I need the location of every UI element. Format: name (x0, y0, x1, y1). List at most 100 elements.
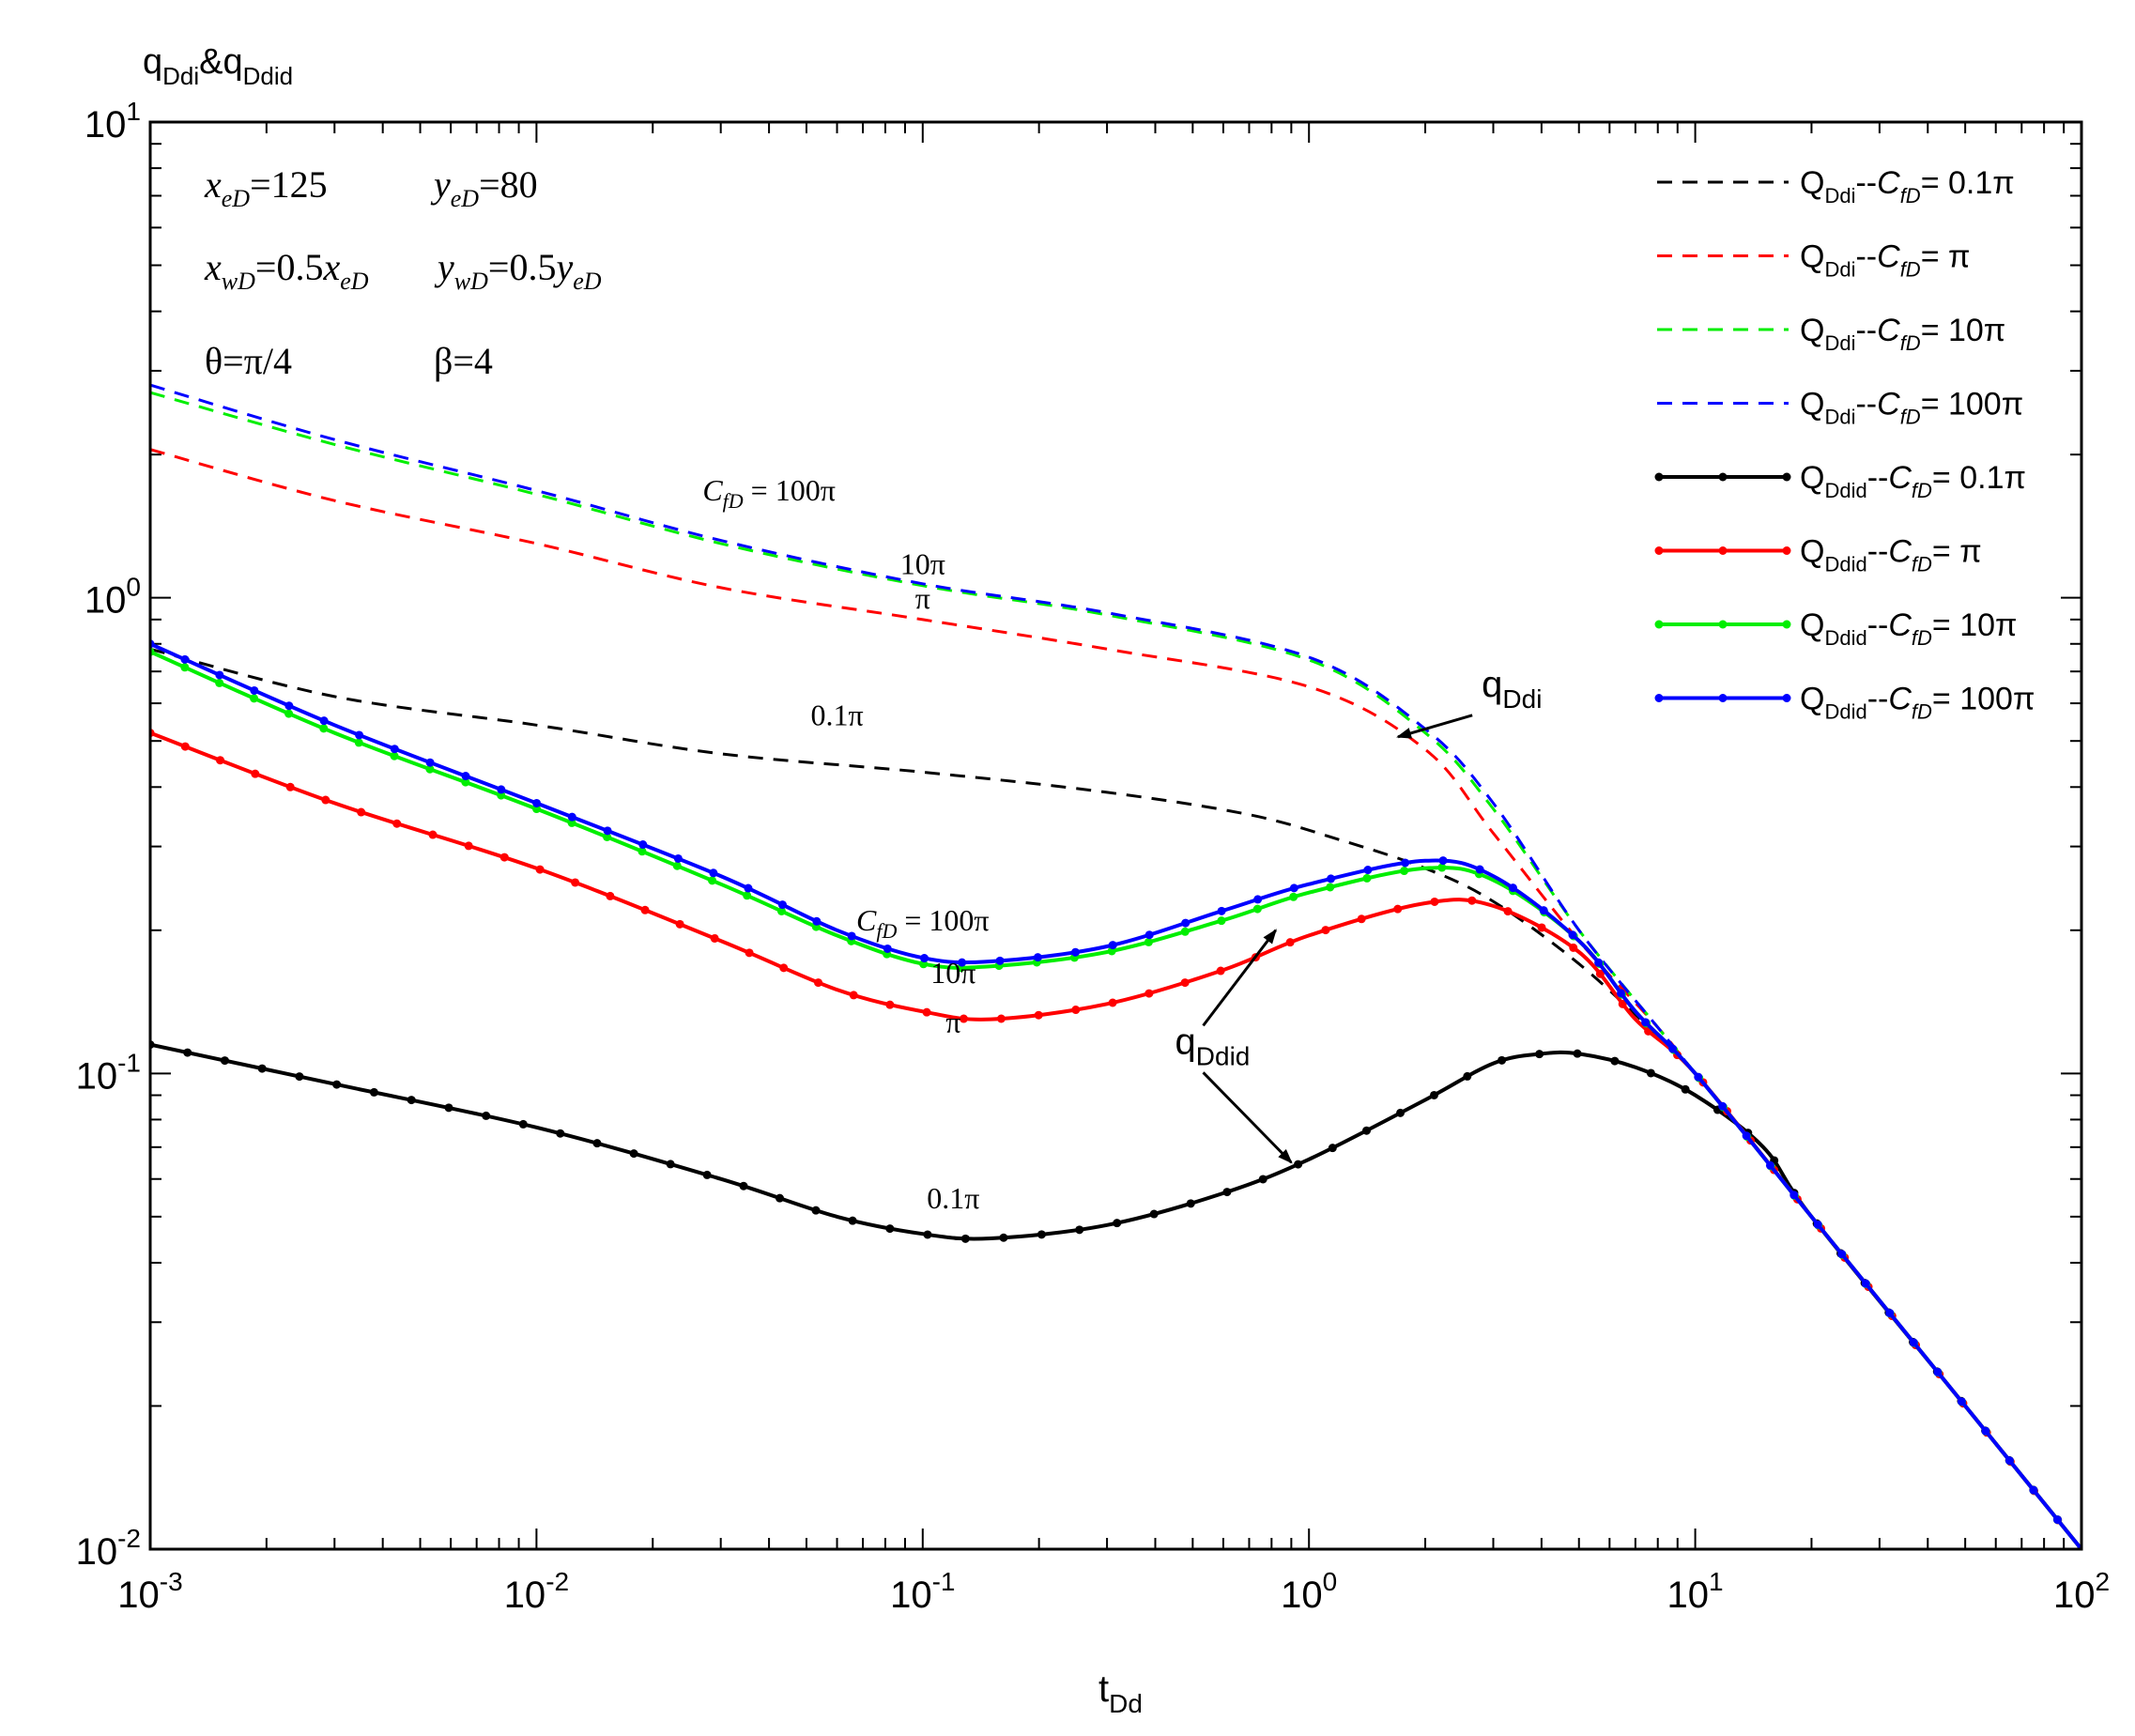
series-marker (1617, 989, 1626, 998)
legend-label: QDdid--CfD= 100π (1800, 682, 2035, 724)
series-marker (257, 1064, 267, 1073)
series-marker (1789, 1191, 1799, 1200)
series-marker (672, 861, 682, 870)
legend-label: QDdi--CfD= 100π (1800, 387, 2023, 429)
series-marker (295, 1072, 304, 1082)
callout-qddid-upper-label: qDdid (1175, 1021, 1251, 1070)
axis-ticks (149, 122, 2081, 1550)
series-line (150, 383, 2081, 1549)
series-marker (499, 853, 509, 862)
series-marker (1321, 926, 1330, 935)
series-marker (777, 900, 787, 910)
series-marker (592, 1139, 602, 1148)
annotation-pi-upper: π (915, 581, 930, 615)
series-marker (1401, 858, 1410, 868)
series-0 (150, 647, 2081, 1549)
series-marker (390, 751, 399, 760)
x-tick-label: 101 (1667, 1567, 1724, 1616)
series-marker (958, 958, 967, 967)
series-marker (1742, 1131, 1751, 1141)
series-marker (284, 709, 294, 718)
series-marker (1400, 867, 1409, 876)
y-tick-label: 10-2 (76, 1524, 141, 1573)
series-marker (464, 841, 473, 851)
annotation-cfd-100pi-lower: CfD = 100π (856, 903, 990, 943)
series-marker (745, 948, 754, 958)
param-xwd: xwD=0.5xeD (204, 246, 369, 295)
plot-frame (148, 120, 2083, 1551)
series-marker (1429, 1090, 1438, 1099)
series-marker (1180, 927, 1190, 936)
series-marker (220, 1056, 229, 1066)
series-marker (1362, 1126, 1372, 1135)
series-marker (1933, 1367, 1943, 1376)
series-marker (1475, 865, 1484, 874)
legend-marker (1654, 620, 1664, 629)
series-marker (216, 756, 225, 765)
series-marker (1861, 1279, 1870, 1288)
series-marker (215, 670, 224, 680)
series-marker (1216, 966, 1225, 976)
series-marker (849, 991, 858, 1000)
series-marker (1144, 930, 1154, 940)
series-marker (1363, 866, 1373, 875)
annotation-0.1pi-upper: 0.1π (810, 698, 863, 731)
series-marker (1393, 904, 1403, 914)
series-marker (1539, 906, 1548, 915)
series-marker (428, 830, 438, 839)
series-marker (1430, 897, 1439, 906)
series-marker (675, 919, 684, 929)
callout-qddid-lower-arrow (1202, 1071, 1293, 1164)
series-marker (355, 730, 364, 740)
series-marker (332, 1080, 342, 1089)
series-marker (811, 1206, 821, 1215)
series-marker (1181, 918, 1190, 928)
series-marker (1837, 1250, 1847, 1259)
series-line (150, 641, 2081, 1549)
legend-marker (1654, 472, 1664, 482)
series-marker (461, 777, 470, 787)
series-marker (1437, 863, 1447, 872)
series-marker (284, 701, 294, 711)
legend-marker (1782, 546, 1791, 555)
series-marker (1568, 930, 1577, 940)
series-marker (482, 1111, 491, 1120)
x-tick-label: 10-2 (504, 1567, 569, 1616)
series-marker (709, 868, 718, 878)
legend-marker (1654, 546, 1664, 555)
series-marker (1222, 1188, 1232, 1197)
series-marker (812, 916, 822, 926)
series-marker (1071, 1006, 1081, 1015)
legend-item-1: QDdi--CfD= π (1657, 239, 1970, 282)
series-marker (885, 1224, 895, 1234)
series-7 (150, 639, 2081, 1549)
series-marker (1328, 1144, 1337, 1153)
series-marker (1508, 883, 1517, 893)
series-marker (251, 769, 260, 778)
legend-label: QDdid--CfD= π (1800, 534, 1982, 576)
series-marker (1075, 1225, 1084, 1235)
series-marker (1813, 1220, 1822, 1229)
legend-marker (1718, 620, 1728, 629)
param-theta: θ=π/4 (205, 340, 292, 382)
series-marker (357, 807, 366, 817)
series-marker (2029, 1485, 2038, 1495)
series-marker (180, 742, 190, 751)
series-marker (708, 876, 717, 885)
series-marker (444, 1103, 453, 1113)
series-marker (425, 758, 435, 767)
series-marker (995, 956, 1005, 965)
series-marker (1694, 1072, 1703, 1082)
legend-item-6: QDdid--CfD= 10π (1654, 607, 2018, 650)
series-marker (180, 663, 190, 672)
series-marker (744, 883, 753, 893)
series-marker (321, 795, 330, 805)
series-marker (354, 738, 363, 747)
legend-label: QDdi--CfD= 10π (1800, 313, 2005, 355)
series-marker (1285, 938, 1295, 947)
series-marker (1535, 1050, 1544, 1059)
series-marker (1646, 1068, 1655, 1078)
legend-marker (1782, 472, 1791, 482)
legend-item-3: QDdi--CfD= 100π (1657, 387, 2023, 429)
